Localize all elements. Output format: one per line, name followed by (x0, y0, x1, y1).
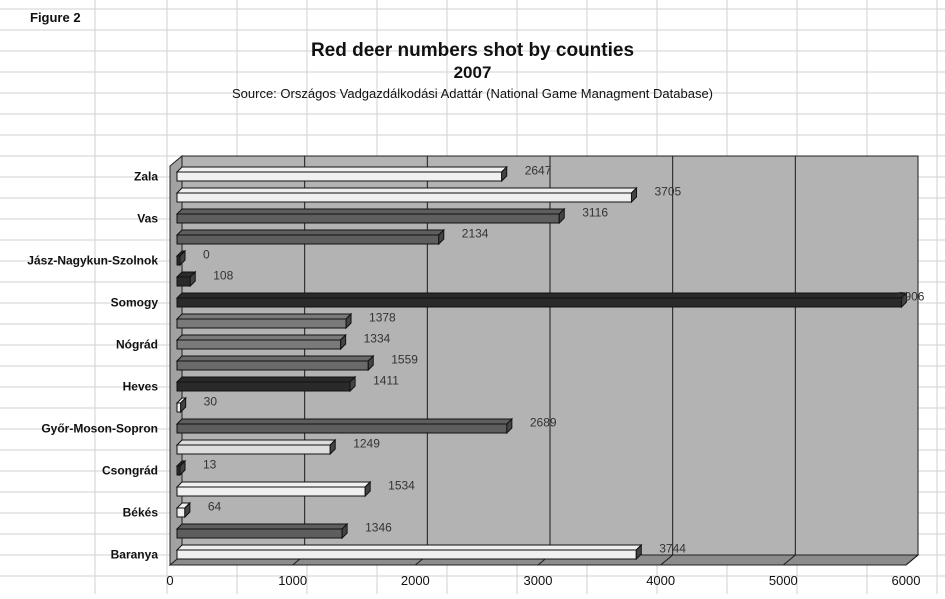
bar-end-face (180, 396, 187, 414)
bar-top-face (175, 292, 908, 299)
bar-end-face (501, 165, 508, 183)
x-tick-label: 5000 (769, 573, 798, 588)
bar-value-label: 108 (213, 269, 233, 283)
bar (176, 528, 343, 539)
x-tick-label: 0 (166, 573, 173, 588)
bar-value-label: 1249 (353, 437, 380, 451)
bar-top-face (175, 523, 349, 530)
bar-top-face (175, 334, 347, 341)
bar (176, 381, 351, 392)
bar-value-label: 1534 (388, 479, 415, 493)
x-tick-label: 4000 (646, 573, 675, 588)
bar-top-face (175, 229, 445, 236)
x-tick-label: 2000 (401, 573, 430, 588)
bar-end-face (900, 291, 907, 309)
bar-value-label: 3705 (654, 185, 681, 199)
bar-top-face (175, 166, 508, 173)
bar-top-face (175, 355, 375, 362)
bar-value-label: 1411 (373, 374, 399, 388)
bar-value-label: 1378 (369, 311, 396, 325)
bar (176, 276, 191, 287)
bar-value-label: 64 (208, 500, 222, 514)
bar-value-label: 2134 (462, 227, 489, 241)
figure-label: Figure 2 (30, 10, 81, 25)
x-tick-label: 6000 (892, 573, 921, 588)
bar-value-label: 1334 (364, 332, 391, 346)
bar-end-face (438, 228, 445, 246)
bar (176, 549, 637, 560)
bar-top-face (175, 376, 357, 383)
y-category-label: Békés (123, 506, 159, 520)
bar-end-face (558, 207, 565, 225)
bar-top-face (175, 418, 514, 425)
bar-end-face (329, 438, 336, 456)
y-category-label: Csongrád (102, 464, 158, 478)
bar-top-face (175, 313, 353, 320)
bar-end-face (341, 522, 348, 540)
bar-end-face (349, 375, 356, 393)
y-category-label: Zala (134, 170, 158, 184)
bar-value-label: 1559 (391, 353, 418, 367)
bar-end-face (179, 459, 186, 477)
bar (176, 360, 369, 371)
bar-value-label: 3744 (659, 542, 686, 556)
y-category-label: Baranya (111, 548, 159, 562)
bar-value-label: 0 (203, 248, 210, 262)
bar-end-face (367, 354, 374, 372)
x-gridline-floor (905, 554, 919, 566)
bar-value-label: 5906 (898, 290, 925, 304)
bar-top-face (175, 187, 638, 194)
y-category-label: Somogy (111, 296, 159, 310)
bar-value-label: 1346 (365, 521, 392, 535)
bar (176, 444, 331, 455)
bar (176, 423, 508, 434)
bar-value-label: 2689 (530, 416, 557, 430)
bar-top-face (175, 481, 372, 488)
bar-top-face (175, 208, 566, 215)
bar-end-face (630, 186, 637, 204)
bar-end-face (179, 249, 186, 267)
chart-subtitle: 2007 (453, 63, 492, 82)
bar (176, 339, 342, 350)
bar-end-face (340, 333, 347, 351)
bar-top-face (175, 544, 643, 551)
bar-end-face (364, 480, 371, 498)
x-gridline-floor (783, 554, 796, 566)
bar-end-face (506, 417, 513, 435)
bar-end-face (184, 501, 191, 519)
bar (176, 507, 186, 518)
bar (176, 213, 560, 224)
bar (176, 402, 182, 413)
x-tick-label: 3000 (524, 573, 553, 588)
bar-value-label: 2647 (525, 164, 552, 178)
bar (176, 318, 347, 329)
bar-end-face (345, 312, 352, 330)
bar (176, 486, 366, 497)
bar-end-face (189, 270, 196, 288)
chart-title: Red deer numbers shot by counties (310, 40, 635, 61)
y-category-label: Heves (123, 380, 159, 394)
bar-value-label: 3116 (582, 206, 608, 220)
y-category-label: Jász-Nagykun-Szolnok (27, 254, 158, 268)
bar-value-label: 13 (203, 458, 217, 472)
bar (176, 171, 503, 182)
bar (176, 192, 632, 203)
y-category-label: Győr-Moson-Sopron (41, 422, 158, 436)
bar (176, 234, 440, 245)
y-category-label: Vas (137, 212, 158, 226)
y-category-label: Nógrád (116, 338, 158, 352)
x-tick-label: 1000 (278, 573, 307, 588)
bar-value-label: 30 (204, 395, 218, 409)
bar-end-face (635, 543, 642, 561)
bar (176, 297, 902, 308)
chart-source-note: Source: Országos Vadgazdálkodási Adattár… (231, 86, 714, 101)
bar-top-face (175, 439, 337, 446)
x-gridline-floor (660, 554, 673, 566)
